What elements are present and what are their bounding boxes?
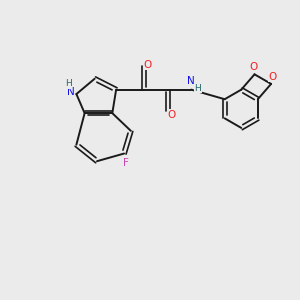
Text: O: O [167,110,175,120]
Text: H: H [194,84,201,93]
Text: N: N [67,87,75,97]
Text: F: F [123,158,128,168]
Text: H: H [65,79,71,88]
Text: O: O [249,62,257,72]
Text: O: O [268,71,277,82]
Text: N: N [187,76,195,86]
Text: O: O [143,60,152,70]
